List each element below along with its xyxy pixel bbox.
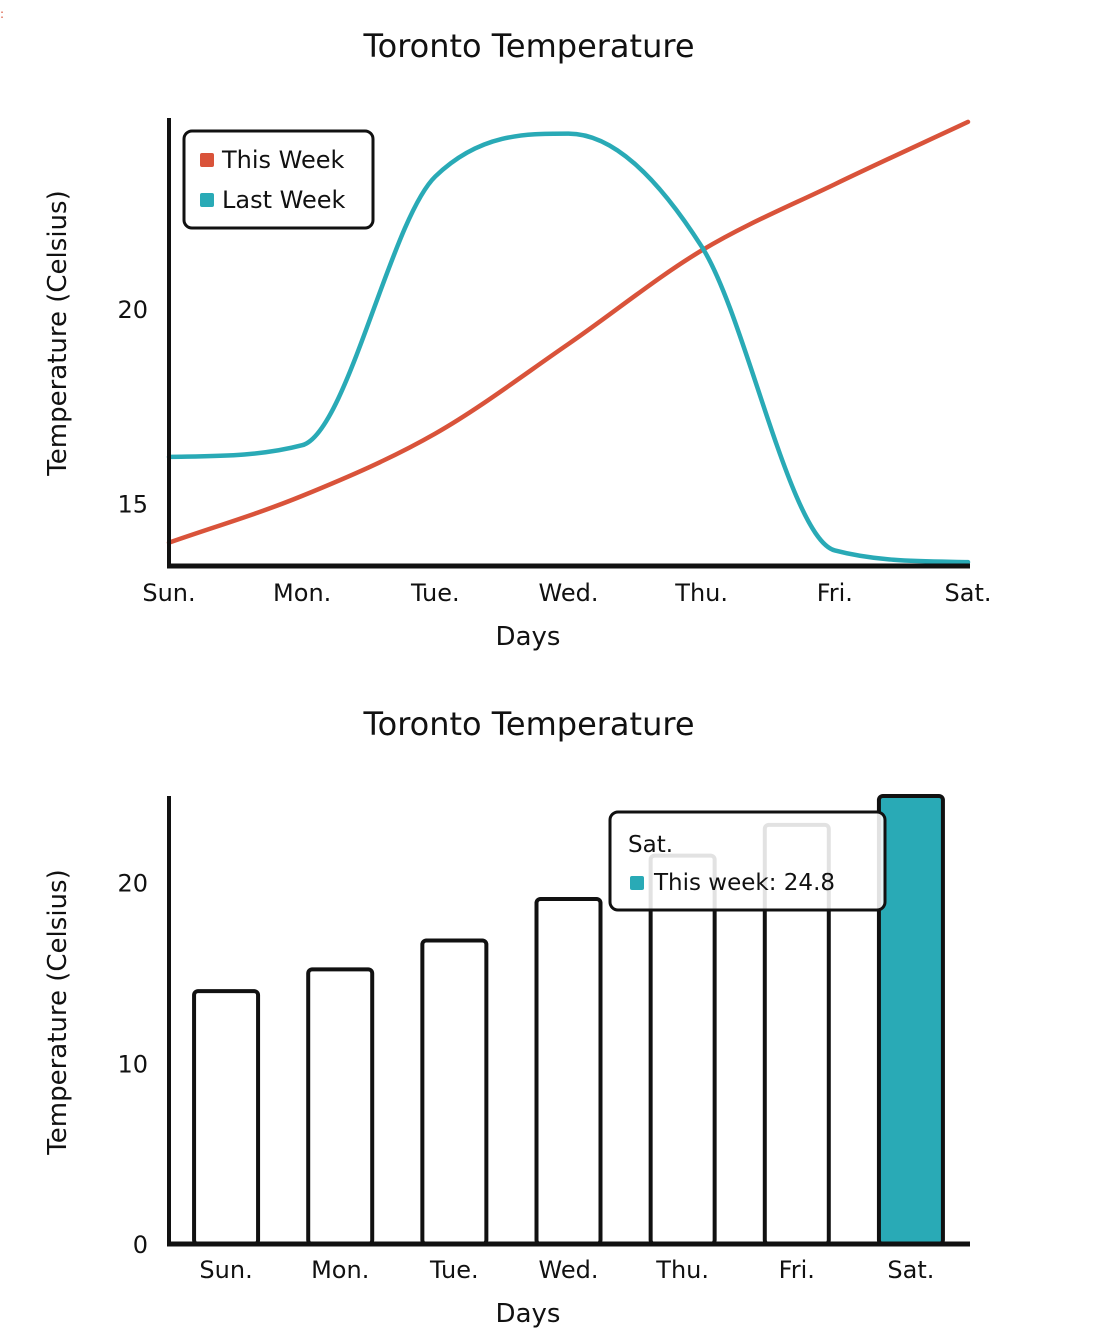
bar-wed[interactable] — [534, 896, 603, 1246]
bar-chart-tooltip: Sat. This week: 24.8 — [608, 810, 887, 912]
tooltip-box — [608, 810, 887, 912]
legend-label-last-week: Last Week — [222, 186, 345, 214]
bar-thu[interactable] — [648, 853, 717, 1246]
bar-x-tick-fri: Fri. — [779, 1256, 815, 1284]
bar-y-tick-20: 20 — [117, 870, 148, 898]
line-x-tick-fri: Fri. — [817, 579, 853, 607]
line-chart-title: Toronto Temperature — [363, 27, 695, 65]
bar-chart-xlabel: Days — [496, 1299, 561, 1329]
tooltip-label: This week: 24.8 — [653, 870, 835, 896]
bar-sat[interactable] — [876, 794, 945, 1246]
bar-x-tick-tue: Tue. — [429, 1256, 479, 1284]
tooltip-title: Sat. — [628, 832, 673, 858]
line-chart: Toronto Temperature Temperature (Celsius… — [43, 27, 991, 652]
bar-chart-title: Toronto Temperature — [363, 705, 695, 743]
line-x-tick-wed: Wed. — [539, 579, 599, 607]
bar-sun[interactable] — [192, 989, 261, 1247]
bar-y-tick-10: 10 — [117, 1050, 148, 1078]
line-y-tick-20: 20 — [117, 296, 148, 324]
bar-x-tick-sun: Sun. — [199, 1256, 252, 1284]
legend-swatch-last-week — [200, 193, 214, 207]
line-chart-legend: This Week Last Week — [182, 129, 375, 230]
bar-mon[interactable] — [306, 967, 375, 1247]
legend-label-this-week: This Week — [221, 146, 345, 174]
bar-x-tick-wed: Wed. — [539, 1256, 599, 1284]
line-chart-ylabel: Temperature (Celsius) — [43, 190, 73, 476]
bar-chart-ylabel: Temperature (Celsius) — [43, 869, 73, 1155]
line-x-tick-thu: Thu. — [674, 579, 728, 607]
legend-swatch-this-week — [200, 153, 214, 167]
bar-chart: Toronto Temperature Temperature (Celsius… — [43, 705, 970, 1329]
line-x-tick-mon: Mon. — [273, 579, 331, 607]
bar-tue[interactable] — [420, 938, 489, 1246]
bar-y-tick-0: 0 — [133, 1231, 148, 1259]
legend-box — [182, 129, 375, 230]
corner-mark: : — [0, 7, 5, 21]
line-y-tick-15: 15 — [117, 491, 148, 519]
bar-x-tick-sat: Sat. — [887, 1256, 934, 1284]
tooltip-swatch — [630, 876, 644, 890]
line-chart-xlabel: Days — [496, 622, 561, 652]
line-x-tick-sat: Sat. — [945, 579, 992, 607]
series-line-last-week — [166, 131, 971, 565]
line-x-tick-sun: Sun. — [142, 579, 195, 607]
line-x-tick-tue: Tue. — [410, 579, 460, 607]
bar-x-tick-mon: Mon. — [311, 1256, 369, 1284]
series-line-this-week — [166, 119, 971, 545]
bar-x-tick-thu: Thu. — [655, 1256, 709, 1284]
